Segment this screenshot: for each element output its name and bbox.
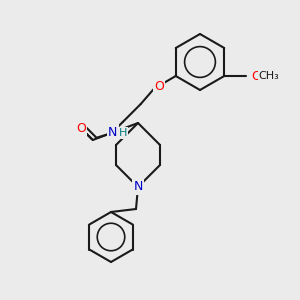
Text: N: N xyxy=(108,125,117,139)
Text: N: N xyxy=(133,181,143,194)
Text: O: O xyxy=(154,80,164,92)
Text: O: O xyxy=(76,122,86,134)
Text: O: O xyxy=(251,70,261,83)
Text: H: H xyxy=(118,128,127,138)
Text: CH₃: CH₃ xyxy=(259,71,280,81)
